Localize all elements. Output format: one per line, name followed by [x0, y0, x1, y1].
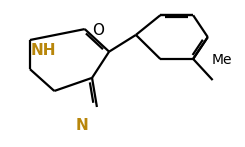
Text: N: N: [76, 118, 89, 133]
Text: O: O: [92, 23, 104, 38]
Text: NH: NH: [31, 43, 56, 58]
Text: Me: Me: [212, 53, 232, 67]
